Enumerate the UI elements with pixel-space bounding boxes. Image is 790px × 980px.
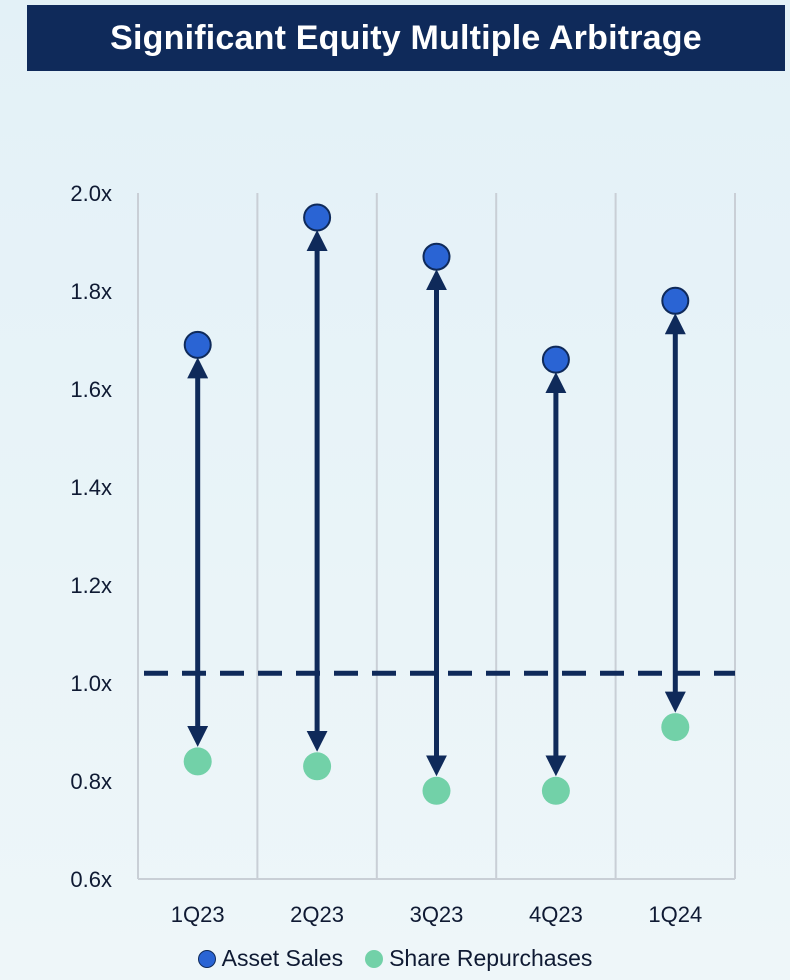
- legend-label-asset-sales: Asset Sales: [221, 945, 344, 971]
- x-tick-label: 3Q23: [410, 902, 464, 927]
- y-tick-label: 1.6x: [70, 377, 112, 402]
- x-tick-label: 1Q24: [648, 902, 702, 927]
- y-tick-label: 0.6x: [70, 867, 112, 892]
- y-axis: 0.6x 0.8x 1.0x 1.2x 1.4x 1.6x 1.8x 2.0x: [70, 181, 112, 892]
- x-tick-label: 4Q23: [529, 902, 583, 927]
- y-tick-label: 0.8x: [70, 769, 112, 794]
- y-tick-label: 1.8x: [70, 279, 112, 304]
- share-repurchases-point: [303, 752, 332, 781]
- y-tick-label: 1.0x: [70, 671, 112, 696]
- share-repurchases-point: [541, 776, 570, 805]
- legend-item-asset-sales: Asset Sales: [197, 945, 344, 972]
- asset-sales-point: [541, 345, 570, 374]
- asset-sales-point: [303, 203, 332, 232]
- legend-swatch-share-repurchases: [365, 949, 384, 968]
- title-banner: Significant Equity Multiple Arbitrage: [27, 5, 785, 71]
- share-repurchases-point: [661, 713, 690, 742]
- grid-layer: [137, 193, 736, 880]
- legend-swatch-asset-sales: [197, 949, 216, 968]
- legend-label-share-repurchases: Share Repurchases: [389, 945, 593, 971]
- x-tick-label: 2Q23: [290, 902, 344, 927]
- y-tick-label: 1.2x: [70, 573, 112, 598]
- share-repurchases-point: [183, 747, 212, 776]
- y-tick-label: 2.0x: [70, 181, 112, 206]
- arrow-layer: [187, 230, 686, 777]
- legend-item-share-repurchases: Share Repurchases: [365, 945, 592, 972]
- asset-sales-point: [661, 286, 690, 315]
- x-axis: 1Q23 2Q23 3Q23 4Q23 1Q24: [171, 902, 702, 927]
- y-tick-label: 1.4x: [70, 475, 112, 500]
- x-tick-label: 1Q23: [171, 902, 225, 927]
- asset-sales-point: [422, 242, 451, 271]
- share-repurchases-point: [422, 776, 451, 805]
- chart-title: Significant Equity Multiple Arbitrage: [110, 18, 702, 57]
- legend: Asset Sales Share Repurchases: [0, 945, 790, 972]
- point-layer: [183, 203, 690, 805]
- asset-sales-point: [183, 330, 212, 359]
